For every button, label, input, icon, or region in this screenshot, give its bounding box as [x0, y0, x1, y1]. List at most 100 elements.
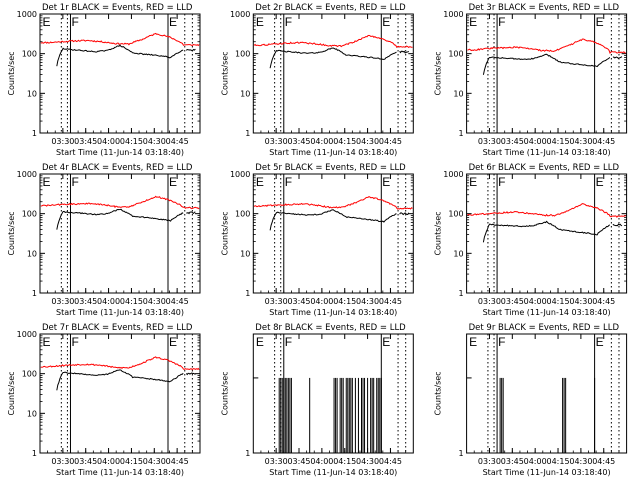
lld-series-line: [467, 203, 626, 218]
x-tick-label: 04:15: [333, 137, 356, 146]
y-axis-label: Counts/sec: [434, 51, 443, 95]
chart-panel: Det 9r BLACK = Events, RED = LLD Counts/s…: [434, 323, 628, 477]
events-series-tail: [185, 372, 196, 376]
lld-series-line: [40, 32, 200, 47]
events-series-line: [269, 47, 397, 69]
events-series-tail: [612, 223, 623, 227]
x-tick-label: 04:00: [97, 297, 120, 306]
plot-frame: [252, 13, 414, 134]
chart-title: Det 2r BLACK = Events, RED = LLD: [255, 3, 406, 13]
y-tick-label: 1: [32, 129, 37, 138]
marker-label: E: [256, 175, 264, 189]
x-tick-label: 04:15: [120, 457, 143, 466]
x-tick-label: 04:30: [569, 137, 592, 146]
x-tick-label: 04:00: [524, 457, 547, 466]
x-tick-label: 03:30: [51, 457, 74, 466]
events-series-tail: [612, 56, 623, 60]
x-tick-label: 04:30: [356, 137, 379, 146]
marker-label: E: [43, 175, 51, 189]
y-tick-label: 1: [245, 289, 250, 298]
chart-title: Det 9r BLACK = Events, RED = LLD: [469, 323, 620, 333]
marker-label: E: [596, 335, 604, 349]
lld-series-line: [40, 195, 200, 210]
marker-label: F: [498, 335, 505, 349]
x-tick-label: 04:30: [143, 457, 166, 466]
chart-panel: Det 6r BLACK = Events, RED = LLD Counts/s…: [434, 163, 628, 317]
x-tick-label: 04:15: [546, 457, 569, 466]
chart-title: Det 1r BLACK = Events, RED = LLD: [42, 3, 193, 13]
y-tick-label: 10: [453, 249, 463, 258]
x-tick-label: 03:30: [478, 137, 501, 146]
marker-label: F: [498, 175, 505, 189]
x-tick-label: 03:45: [74, 457, 97, 466]
plot-frame: [39, 13, 201, 134]
x-tick-label: 04:00: [310, 137, 333, 146]
marker-label: E: [169, 175, 177, 189]
x-tick-label: 03:45: [501, 457, 524, 466]
y-tick-label: 1000: [443, 170, 463, 179]
x-axis-label: Start Time (11-Jun-14 03:18:40): [56, 308, 184, 317]
y-tick-label: 1000: [443, 10, 463, 19]
x-tick-label: 03:45: [287, 137, 310, 146]
marker-label: E: [469, 175, 477, 189]
chart-title: Det 5r BLACK = Events, RED = LLD: [255, 163, 406, 173]
marker-label: E: [382, 15, 390, 29]
events-series-line: [482, 53, 611, 75]
x-tick-label: 04:15: [333, 457, 356, 466]
x-tick-label: 04:30: [356, 457, 379, 466]
lld-series-line: [253, 34, 413, 49]
x-tick-label: 03:30: [478, 297, 501, 306]
x-axis-label: Start Time (11-Jun-14 03:18:40): [483, 148, 611, 157]
events-series-tail: [399, 212, 410, 216]
x-tick-label: 04:45: [166, 137, 189, 146]
lld-series-line: [253, 196, 413, 210]
y-tick-label: 10: [27, 409, 37, 418]
plot-frame: [252, 333, 414, 454]
y-axis-label: Counts/sec: [7, 371, 16, 415]
x-axis-label: Start Time (11-Jun-14 03:18:40): [56, 148, 184, 157]
y-tick-label: 1000: [230, 170, 250, 179]
y-tick-label: 100: [22, 50, 37, 59]
chart-panel: Det 1r BLACK = Events, RED = LLD Counts/s…: [7, 3, 201, 157]
marker-label: E: [169, 15, 177, 29]
x-tick-label: 04:00: [524, 297, 547, 306]
y-axis-label: Counts/sec: [434, 371, 443, 415]
y-tick-label: 1000: [17, 330, 37, 339]
marker-label: F: [71, 15, 78, 29]
y-tick-label: 100: [22, 210, 37, 219]
y-tick-label: 1000: [230, 10, 250, 19]
marker-label: F: [285, 175, 292, 189]
x-tick-label: 04:45: [379, 137, 402, 146]
events-series-line: [482, 220, 611, 243]
y-tick-label: 100: [448, 50, 463, 59]
x-tick-label: 04:00: [310, 457, 333, 466]
y-tick-label: 10: [27, 89, 37, 98]
y-tick-label: 1: [32, 289, 37, 298]
plot-frame: [466, 173, 628, 294]
events-series-tail: [185, 48, 196, 52]
plot-frame: [39, 333, 201, 454]
x-tick-label: 04:45: [592, 297, 615, 306]
marker-label: E: [256, 335, 264, 349]
chart-panel: Det 4r BLACK = Events, RED = LLD Counts/s…: [7, 163, 201, 317]
x-tick-label: 04:15: [546, 137, 569, 146]
y-tick-label: 10: [240, 89, 250, 98]
y-axis-label: Counts/sec: [434, 211, 443, 255]
chart-panel: Det 7r BLACK = Events, RED = LLD Counts/s…: [7, 323, 201, 477]
y-axis-label: Counts/sec: [220, 211, 229, 255]
chart-panel: Det 2r BLACK = Events, RED = LLD Counts/s…: [220, 3, 414, 157]
x-tick-label: 04:00: [97, 137, 120, 146]
y-tick-label: 1000: [17, 10, 37, 19]
plot-frame: [252, 173, 414, 294]
plot-frame: [466, 333, 628, 454]
x-axis-label: Start Time (11-Jun-14 03:18:40): [483, 468, 611, 477]
x-tick-label: 03:45: [74, 137, 97, 146]
y-tick-label: 1000: [17, 170, 37, 179]
x-tick-label: 03:45: [74, 297, 97, 306]
x-tick-label: 03:30: [265, 457, 288, 466]
x-tick-label: 04:15: [333, 297, 356, 306]
y-tick-label: 100: [235, 50, 250, 59]
y-axis-label: Counts/sec: [220, 51, 229, 95]
x-tick-label: 04:30: [569, 457, 592, 466]
y-tick-label: 1: [459, 289, 464, 298]
